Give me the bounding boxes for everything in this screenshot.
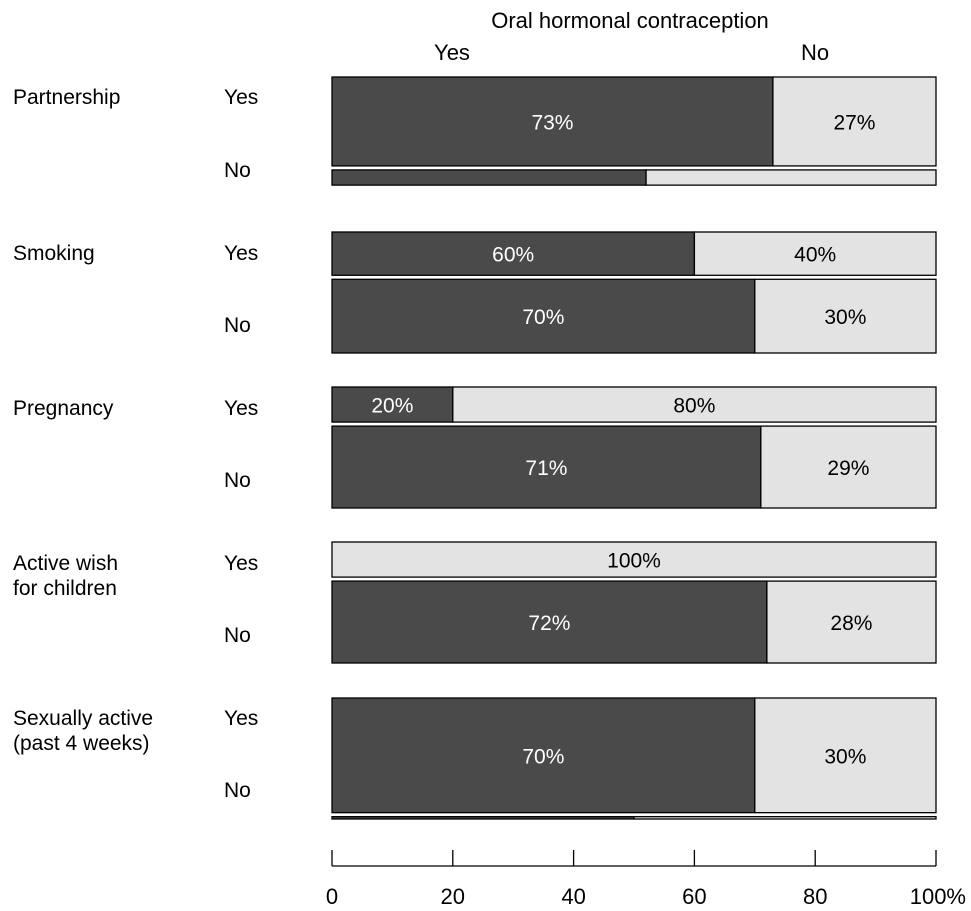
x-tick-label: 40 — [561, 884, 585, 909]
data-label-yes: 60% — [492, 244, 534, 267]
row-label: No — [224, 159, 251, 182]
bar-segment-no — [693, 231, 937, 276]
group-label: Partnership — [13, 86, 120, 109]
group-label: Smoking — [13, 242, 95, 265]
bars-group: Partnership Yes 73% 27% No Smoking Yes 60% 40% No… — [13, 76, 937, 820]
data-label-yes: 70% — [522, 745, 564, 768]
row-label: Yes — [224, 397, 258, 420]
bar-segment-no — [754, 278, 937, 354]
x-tick-label: 100% — [910, 884, 966, 909]
data-label-yes: 73% — [531, 111, 573, 134]
data-label-yes: 70% — [522, 306, 564, 329]
row-label: Yes — [224, 86, 258, 109]
chart-title: Oral hormonal contraception — [491, 8, 769, 33]
bar-segment-no — [452, 386, 937, 423]
bar-segment-no — [772, 76, 937, 167]
data-label-no: 80% — [673, 395, 715, 418]
bar-segment-no — [760, 425, 937, 509]
group-label: Pregnancy — [13, 397, 114, 420]
bar-segment-no — [331, 541, 937, 578]
group-label: Sexually active (past 4 weeks) — [13, 707, 153, 755]
data-label-no: 28% — [830, 612, 872, 635]
row-label: Yes — [224, 552, 258, 575]
bar-segment-yes — [331, 386, 454, 423]
bar-segment-yes — [331, 816, 635, 820]
bar-segment-yes — [331, 425, 762, 509]
data-label-no: 100% — [607, 550, 661, 573]
bar-segment-no — [633, 816, 937, 820]
bar-segment-yes — [331, 169, 647, 186]
row-label: No — [224, 779, 251, 802]
x-tick-label: 60 — [682, 884, 706, 909]
data-label-no: 29% — [827, 457, 869, 480]
row-label: No — [224, 469, 251, 492]
row-label: No — [224, 314, 251, 337]
x-tick-label: 0 — [326, 884, 338, 909]
bar-segment-yes — [331, 697, 756, 814]
bar-segment-yes — [331, 278, 756, 354]
row-label: Yes — [224, 707, 258, 730]
row-label: Yes — [224, 242, 258, 265]
legend-yes-label: Yes — [434, 40, 470, 65]
x-tick-label: 80 — [803, 884, 827, 909]
bar-segment-no — [754, 697, 937, 814]
row-label: No — [224, 624, 251, 647]
bar-segment-yes — [331, 231, 696, 276]
legend-no-label: No — [801, 40, 829, 65]
data-label-yes: 20% — [371, 395, 413, 418]
data-label-no: 27% — [833, 111, 875, 134]
bar-segment-yes — [331, 580, 768, 664]
bar-segment-no — [645, 169, 937, 186]
x-axis: 0 20 40 60 80 100% — [326, 850, 966, 909]
data-label-no: 30% — [824, 306, 866, 329]
data-label-no: 40% — [794, 244, 836, 267]
bar-segment-no — [766, 580, 937, 664]
group-label: Active wish for children — [13, 552, 118, 600]
data-label-yes: 72% — [528, 612, 570, 635]
bar-segment-yes — [331, 76, 774, 167]
x-tick-label: 20 — [441, 884, 465, 909]
data-label-no: 30% — [824, 745, 866, 768]
data-label-yes: 71% — [525, 457, 567, 480]
